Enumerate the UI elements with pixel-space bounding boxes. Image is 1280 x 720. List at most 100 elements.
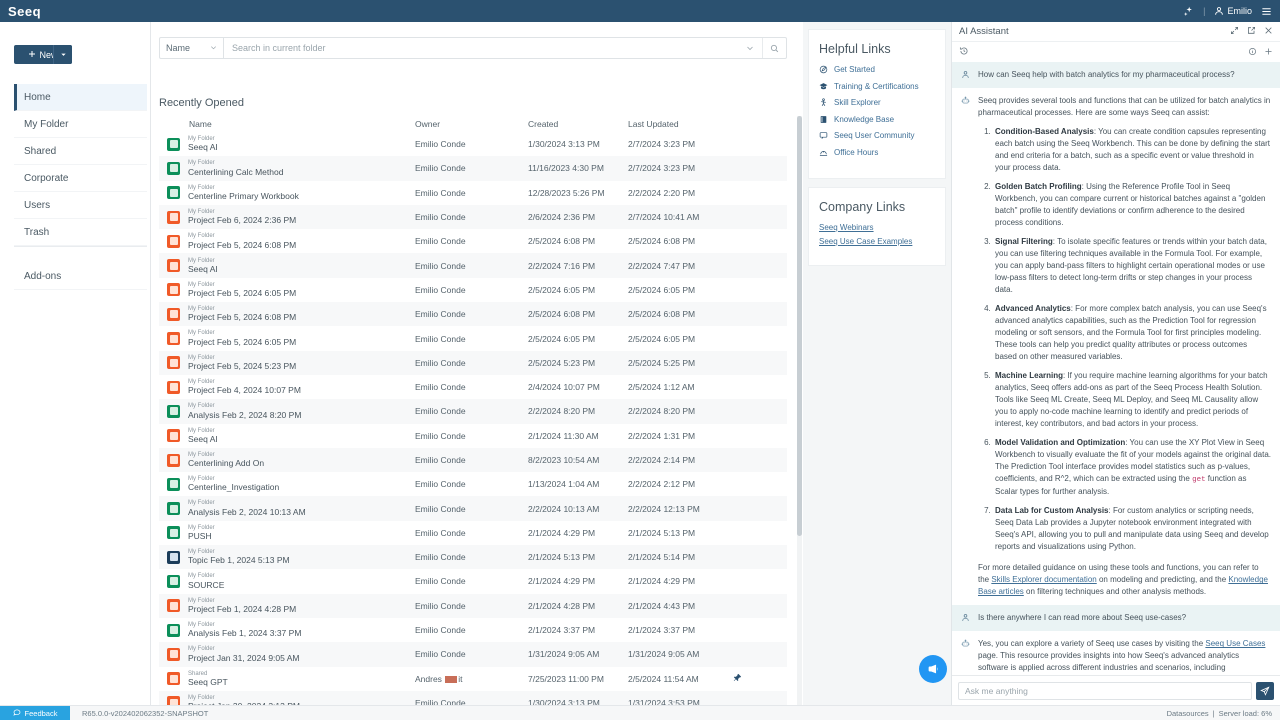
company-link-item[interactable]: Seeq Webinars [819, 223, 874, 232]
datasources-link[interactable]: Datasources [1166, 708, 1209, 718]
table-row[interactable]: My Folder Seeq AI Emilio Conde 1/30/2024 3:… [159, 132, 787, 156]
close-icon[interactable] [1264, 26, 1273, 37]
table-row[interactable]: Shared Seeq GPT Andres it 7/25/2023 11:00 P… [159, 667, 787, 691]
info-icon[interactable] [1248, 47, 1257, 58]
table-row[interactable]: My Folder PUSH Emilio Conde 2/1/2024 4:29 P… [159, 521, 787, 545]
feedback-button[interactable]: Feedback [0, 705, 70, 720]
sidebar-item-addons[interactable]: Add-ons [14, 263, 147, 290]
advanced-search-caret[interactable] [738, 38, 762, 58]
ai-chat-input[interactable] [958, 681, 1252, 700]
row-folder: My Folder [188, 184, 215, 191]
user-avatar-icon [961, 69, 971, 81]
table-row[interactable]: My Folder Seeq AI Emilio Conde 2/2/2024 7:1… [159, 253, 787, 278]
row-updated: 2/2/2024 2:20 PM [628, 187, 696, 198]
search-icon[interactable] [762, 38, 786, 58]
row-owner: Emilio Conde [415, 527, 466, 538]
hamburger-menu-icon[interactable] [1261, 6, 1272, 17]
pin-icon[interactable] [733, 674, 742, 684]
row-created: 7/25/2023 11:00 PM [528, 673, 604, 684]
row-owner: Emilio Conde [415, 625, 466, 636]
popout-icon[interactable] [1247, 26, 1256, 37]
table-row[interactable]: My Folder Centerline Primary Workbook Emil… [159, 181, 787, 205]
sort-by-select[interactable]: Name [160, 38, 224, 58]
helpful-links-title: Helpful Links [819, 42, 891, 56]
sidebar-item-corporate[interactable]: Corporate [14, 165, 147, 192]
table-row[interactable]: My Folder Project Feb 5, 2024 6:05 PM Emil… [159, 326, 787, 350]
helpful-link-item[interactable]: Skill Explorer [819, 98, 935, 107]
helpful-link-item[interactable]: Knowledge Base [819, 115, 935, 124]
table-row[interactable]: My Folder Centerlining Calc Method Emilio … [159, 156, 787, 181]
helpful-link-item[interactable]: Get Started [819, 65, 935, 74]
sidebar-item-label: Users [24, 199, 51, 211]
table-row[interactable]: My Folder Analysis Feb 2, 2024 8:20 PM Emi… [159, 399, 787, 424]
chat-icon [819, 131, 828, 140]
column-header-created[interactable]: Created [528, 119, 559, 129]
table-row[interactable]: My Folder Centerlining Add On Emilio Conde… [159, 447, 787, 473]
megaphone-icon[interactable] [919, 655, 947, 683]
column-header-updated[interactable]: Last Updated [628, 119, 679, 129]
helpful-link-item[interactable]: Office Hours [819, 148, 935, 157]
sidebar-item-home[interactable]: Home [14, 84, 147, 111]
table-row[interactable]: My Folder SOURCE Emilio Conde 2/1/2024 4:29… [159, 569, 787, 593]
chat-message-user: How can Seeq help with batch analytics f… [952, 62, 1280, 88]
row-folder: My Folder [188, 573, 215, 580]
table-row[interactable]: My Folder Centerline_Investigation Emilio … [159, 472, 787, 496]
table-row[interactable]: My Folder Project Feb 1, 2024 4:28 PM Emil… [159, 593, 787, 618]
user-menu[interactable]: Emilio [1214, 6, 1252, 16]
sidebar-item-shared[interactable]: Shared [14, 138, 147, 165]
row-created: 2/5/2024 6:08 PM [528, 236, 596, 247]
row-folder: Shared [188, 670, 208, 677]
send-icon[interactable] [1256, 681, 1274, 700]
seeq-use-cases-link[interactable]: Seeq Use Cases [1205, 639, 1266, 649]
table-row[interactable]: My Folder Project Jan 31, 2024 9:05 AM Emi… [159, 642, 787, 667]
ai-assistant-panel: AI Assistant [951, 22, 1280, 705]
new-chat-plus-icon[interactable] [1264, 47, 1273, 58]
column-header-name[interactable]: Name [189, 119, 212, 129]
project-item-icon [167, 259, 180, 273]
new-dropdown-caret[interactable] [53, 45, 72, 64]
row-pin-cell[interactable] [733, 673, 787, 684]
scrollbar-thumb[interactable] [797, 116, 802, 536]
sidebar-item-my-folder[interactable]: My Folder [14, 111, 147, 138]
company-link-item[interactable]: Seeq Use Case Examples [819, 237, 913, 246]
table-row[interactable]: My Folder Analysis Feb 1, 2024 3:37 PM Emi… [159, 618, 787, 642]
table-row[interactable]: My Folder Project Feb 5, 2024 6:08 PM Emil… [159, 302, 787, 327]
table-row[interactable]: My Folder Analysis Feb 2, 2024 10:13 AM Em… [159, 496, 787, 521]
helpful-link-item[interactable]: Seeq User Community [819, 131, 935, 140]
assistant-numbered-list: Condition-Based Analysis: You can create… [993, 126, 1271, 553]
sidebar-item-users[interactable]: Users [14, 192, 147, 219]
table-row[interactable]: My Folder Project Feb 5, 2024 5:23 PM Emil… [159, 350, 787, 375]
table-row[interactable]: My Folder Seeq AI Emilio Conde 2/1/2024 11:… [159, 424, 787, 448]
search-input[interactable] [224, 38, 738, 58]
row-owner: Emilio Conde [415, 284, 466, 295]
row-name: Centerlining Add On [188, 458, 265, 469]
table-row[interactable]: My Folder Project Feb 5, 2024 6:05 PM Emil… [159, 278, 787, 302]
table-row[interactable]: My Folder Topic Feb 1, 2024 5:13 PM Emilio… [159, 545, 787, 570]
outro-part-2: on modeling and predicting, and the [1096, 575, 1229, 585]
table-row[interactable]: My Folder Project Feb 4, 2024 10:07 PM Emi… [159, 375, 787, 399]
assistant-list-item: Model Validation and Optimization: You c… [993, 437, 1271, 498]
row-folder: My Folder [188, 354, 215, 361]
table-row[interactable]: My Folder Project Feb 6, 2024 2:36 PM Emil… [159, 204, 787, 230]
seeq-logo[interactable]: Seeq [8, 3, 42, 19]
row-folder: My Folder [188, 136, 215, 143]
skills-explorer-link[interactable]: Skills Explorer documentation [991, 575, 1097, 585]
new-button-label: New [39, 49, 58, 60]
expand-icon[interactable] [1230, 26, 1239, 37]
row-name: Project Feb 6, 2024 2:36 PM [188, 215, 297, 226]
sidebar-item-label: Corporate [24, 172, 69, 184]
table-row[interactable]: My Folder Project Feb 5, 2024 6:08 PM Emil… [159, 229, 787, 253]
sidebar-item-trash[interactable]: Trash [14, 219, 147, 246]
analysis-item-icon [167, 623, 180, 637]
ai-message-list[interactable]: How can Seeq help with batch analytics f… [952, 62, 1280, 675]
row-updated: 2/1/2024 4:43 PM [628, 600, 696, 611]
history-icon[interactable] [959, 46, 969, 58]
column-header-owner[interactable]: Owner [415, 119, 441, 129]
row-name: Project Feb 1, 2024 4:28 PM [188, 603, 297, 614]
helpful-link-item[interactable]: Training & Certifications [819, 82, 935, 91]
main-scrollbar[interactable] [797, 116, 802, 716]
sparkle-icon[interactable] [1183, 6, 1194, 17]
row-folder: My Folder [188, 549, 215, 556]
row-created: 2/1/2024 5:13 PM [528, 552, 596, 563]
knowledge-base-link[interactable]: Knowledge Base articles [978, 575, 1268, 597]
